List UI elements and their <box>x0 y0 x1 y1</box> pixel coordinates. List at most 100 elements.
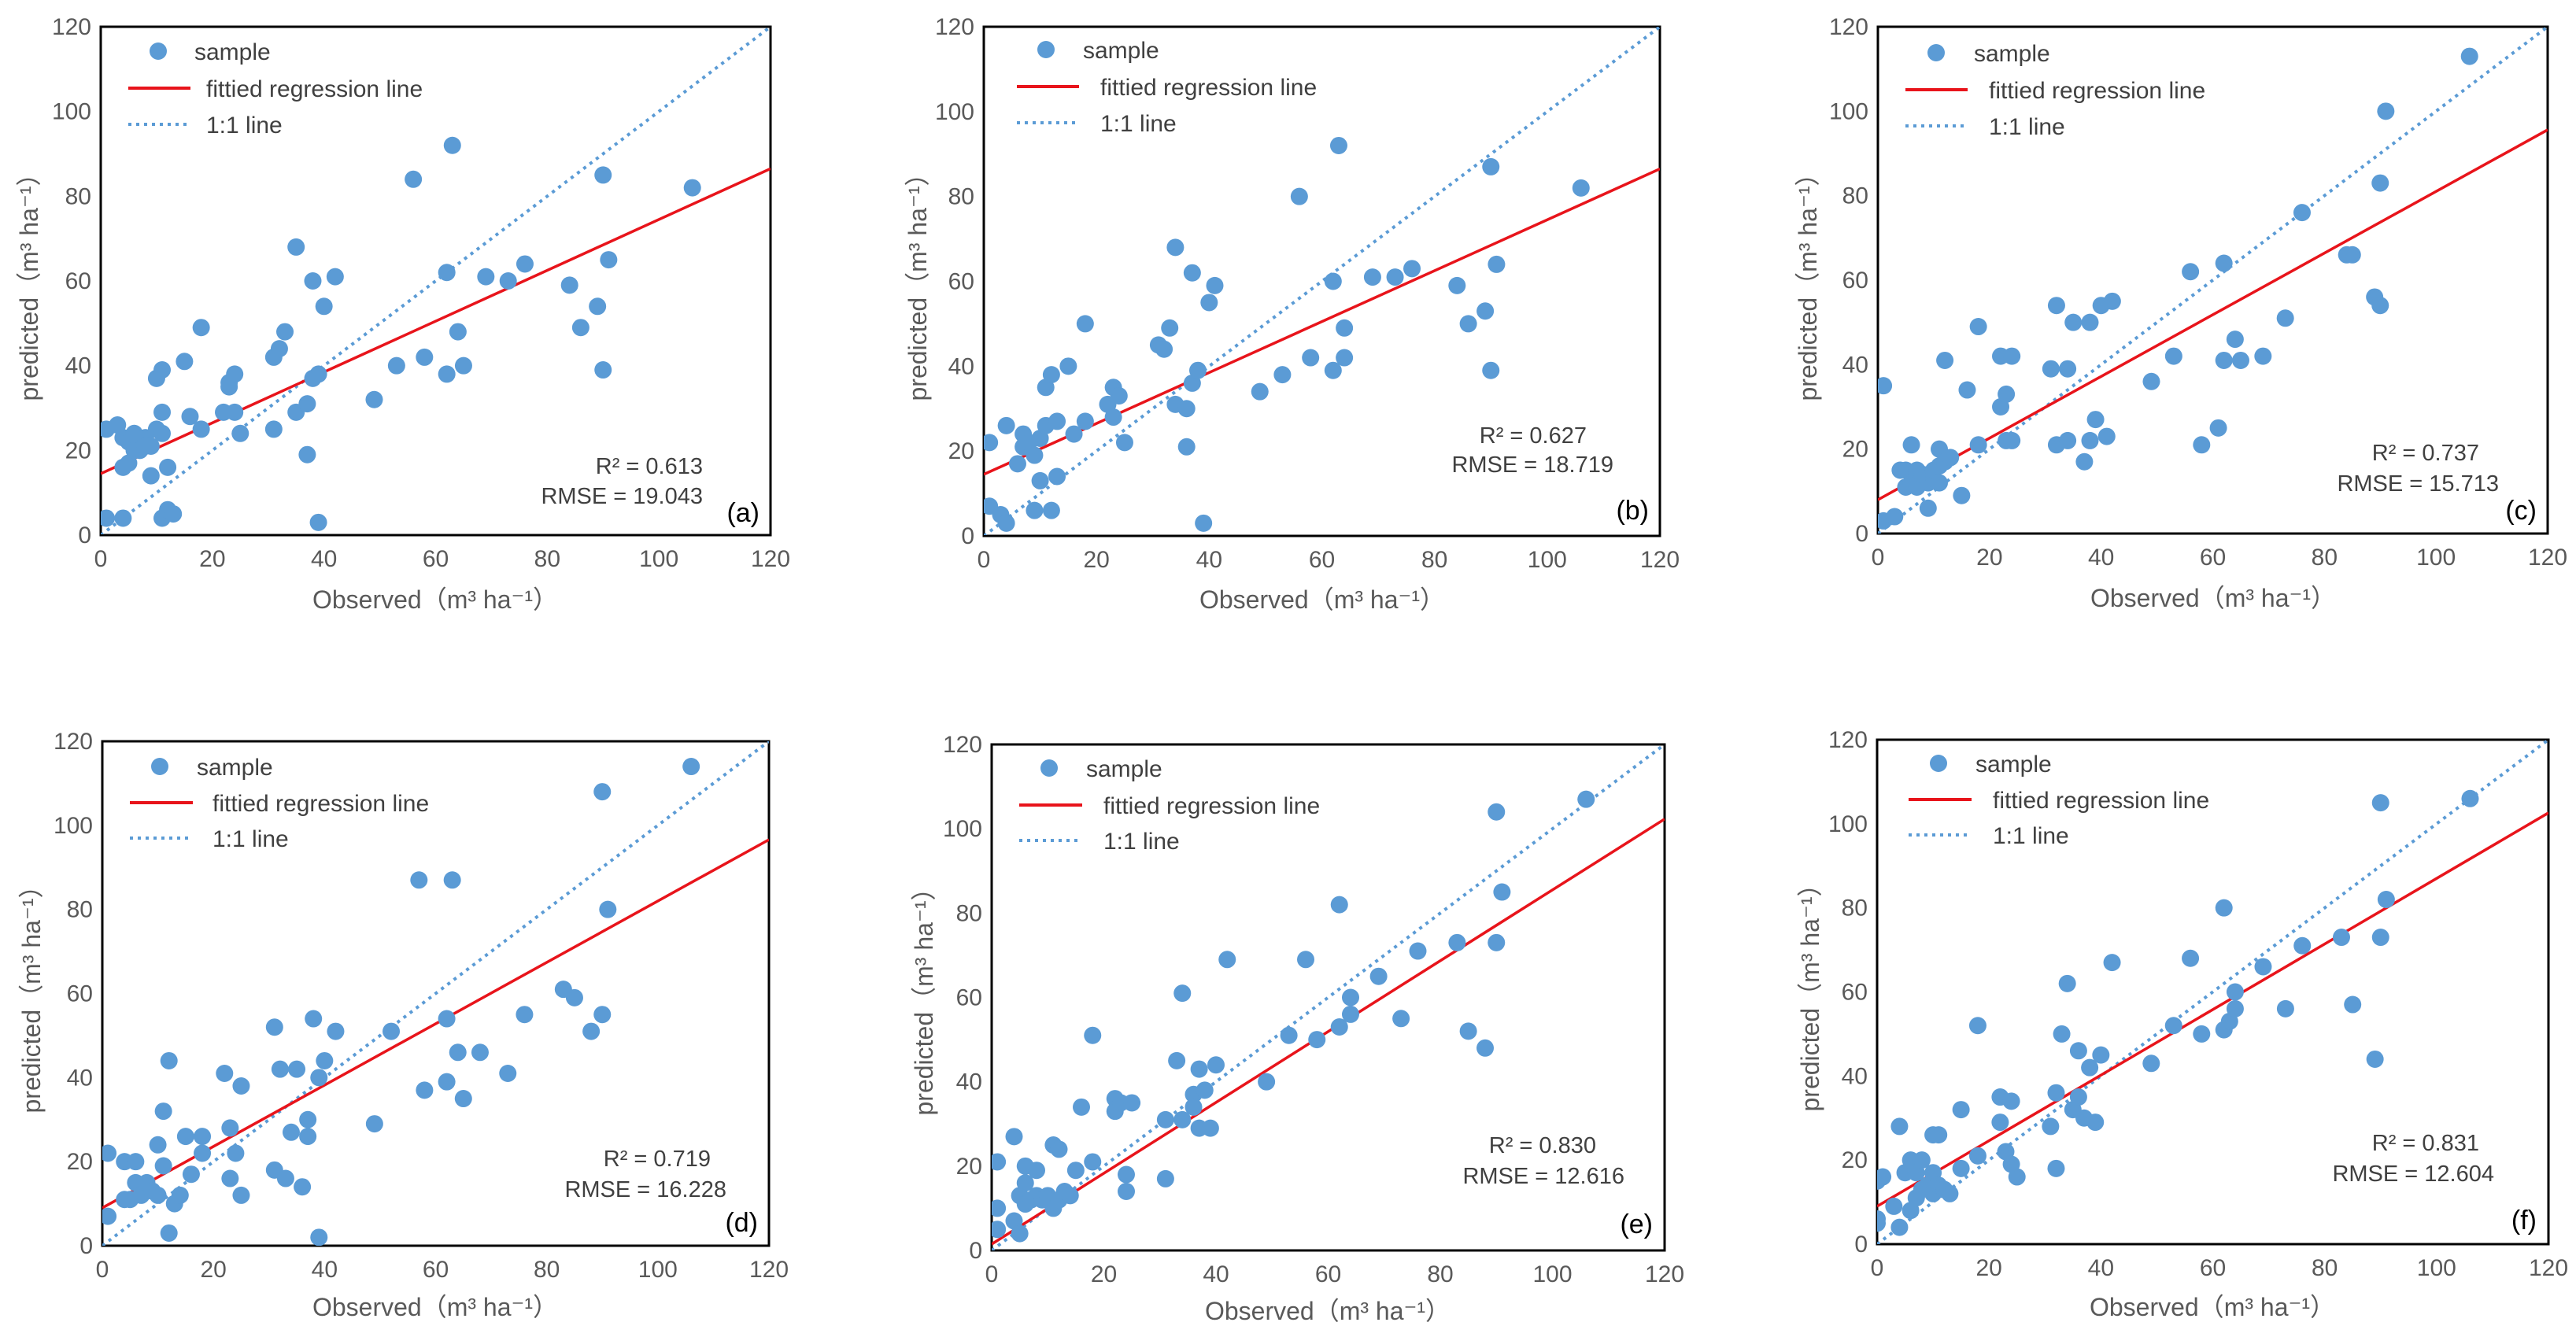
sample-point <box>365 1115 383 1133</box>
sample-point <box>365 390 383 408</box>
x-tick-label: 40 <box>2088 1255 2114 1281</box>
x-tick-label: 20 <box>1083 547 1109 573</box>
sample-point <box>1065 425 1083 443</box>
x-tick-label: 0 <box>1871 1255 1884 1281</box>
panel-label: (c) <box>2505 496 2537 526</box>
x-tick-label: 120 <box>1645 1261 1684 1287</box>
panel-label: (d) <box>725 1208 758 1238</box>
sample-point <box>194 1144 212 1162</box>
regression-line <box>992 818 1665 1246</box>
sample-point <box>310 1069 328 1087</box>
sample-point <box>176 353 194 371</box>
sample-point <box>1183 264 1201 282</box>
x-tick-label: 80 <box>1427 1261 1453 1287</box>
r2-annotation: R² = 0.719 <box>604 1147 711 1172</box>
sample-point <box>1177 400 1196 418</box>
x-tick-label: 120 <box>1640 547 1680 573</box>
sample-point <box>383 1022 401 1040</box>
sample-point <box>1958 381 1976 399</box>
plot-area <box>984 27 1660 535</box>
legend-sample-label: sample <box>197 755 273 781</box>
sample-point <box>1026 501 1044 519</box>
sample-point <box>309 513 327 531</box>
sample-point <box>153 403 172 421</box>
x-tick-label: 0 <box>96 1257 109 1283</box>
x-tick-label: 40 <box>2088 545 2114 571</box>
sample-point <box>2081 313 2099 331</box>
sample-point <box>171 1186 189 1204</box>
x-tick-label: 80 <box>2312 1255 2338 1281</box>
panel-a: 0 20 40 60 80 100 120 0 20 40 60 80 100 120 sample fi… <box>15 14 790 614</box>
panel-label: (e) <box>1620 1210 1653 1239</box>
sample-point <box>1110 387 1128 405</box>
sample-point <box>1329 136 1347 154</box>
sample-point <box>1953 486 1971 504</box>
rmse-annotation: RMSE = 12.604 <box>2332 1162 2494 1187</box>
sample-point <box>160 1224 178 1242</box>
y-tick-label: 100 <box>1829 98 1868 124</box>
panel-label: (b) <box>1616 496 1649 526</box>
sample-point <box>231 424 249 442</box>
y-tick-label: 20 <box>65 438 91 464</box>
y-tick-label: 80 <box>1842 183 1868 209</box>
sample-point <box>1969 436 1987 454</box>
sample-point <box>1048 467 1066 486</box>
sample-point <box>2366 1050 2384 1068</box>
sample-point <box>1084 1026 1102 1044</box>
y-tick-label: 20 <box>1842 437 1868 463</box>
sample-point <box>1952 1101 1970 1119</box>
sample-point <box>1118 1165 1135 1184</box>
y-tick-label: 80 <box>67 897 93 923</box>
sample-point <box>1161 319 1179 337</box>
axis-ticks: 0 20 40 60 80 100 120 0 20 40 60 80 100 120 <box>1828 727 2568 1281</box>
sample-point <box>1258 1073 1276 1091</box>
y-tick-label: 120 <box>54 729 93 755</box>
x-tick-label: 120 <box>2528 545 2567 571</box>
sample-point <box>315 297 333 316</box>
sample-point <box>454 1090 472 1108</box>
y-tick-label: 60 <box>956 985 982 1011</box>
sample-point <box>194 1128 212 1146</box>
sample-point <box>2215 899 2233 917</box>
sample-point <box>192 420 210 438</box>
sample-point <box>1890 1218 1909 1236</box>
sample-point <box>1488 933 1506 951</box>
x-tick-label: 40 <box>1196 547 1222 573</box>
sample-point <box>2086 1114 2105 1132</box>
sample-point <box>282 1123 300 1141</box>
x-tick-label: 100 <box>1528 547 1567 573</box>
sample-point <box>1200 294 1218 312</box>
y-tick-label: 40 <box>1842 1063 1868 1089</box>
x-tick-label: 80 <box>534 546 560 572</box>
sample-point <box>2164 347 2182 365</box>
sample-point <box>1123 1094 1141 1112</box>
r2-annotation: R² = 0.737 <box>2372 441 2479 466</box>
y-tick-label: 120 <box>1829 14 1868 40</box>
legend-one-to-one-label: 1:1 line <box>213 826 289 852</box>
sample-point <box>1156 1110 1174 1128</box>
y-tick-label: 40 <box>65 353 91 379</box>
sample-point <box>101 509 116 527</box>
sample-point <box>1991 1114 2009 1132</box>
sample-point <box>1482 157 1500 175</box>
y-axis-label: predicted（m³ ha⁻¹） <box>1794 161 1822 401</box>
sample-point <box>1877 1210 1886 1228</box>
y-tick-label: 20 <box>1842 1147 1868 1173</box>
x-tick-label: 20 <box>1976 545 2002 571</box>
y-tick-label: 60 <box>67 981 93 1007</box>
plot-frame <box>1876 25 2549 535</box>
sample-point <box>1324 361 1342 379</box>
sample-point <box>1218 951 1236 969</box>
sample-point <box>232 1077 250 1095</box>
sample-point <box>1073 1098 1090 1116</box>
sample-point <box>2371 794 2389 812</box>
x-tick-label: 60 <box>1315 1261 1341 1287</box>
sample-point <box>2142 1054 2160 1073</box>
x-tick-label: 40 <box>1203 1261 1229 1287</box>
x-tick-label: 20 <box>199 546 225 572</box>
sample-point <box>2276 309 2294 327</box>
sample-point <box>1577 790 1595 808</box>
sample-point <box>499 1064 517 1082</box>
rmse-annotation: RMSE = 16.228 <box>564 1177 726 1202</box>
sample-point <box>2008 1168 2026 1186</box>
